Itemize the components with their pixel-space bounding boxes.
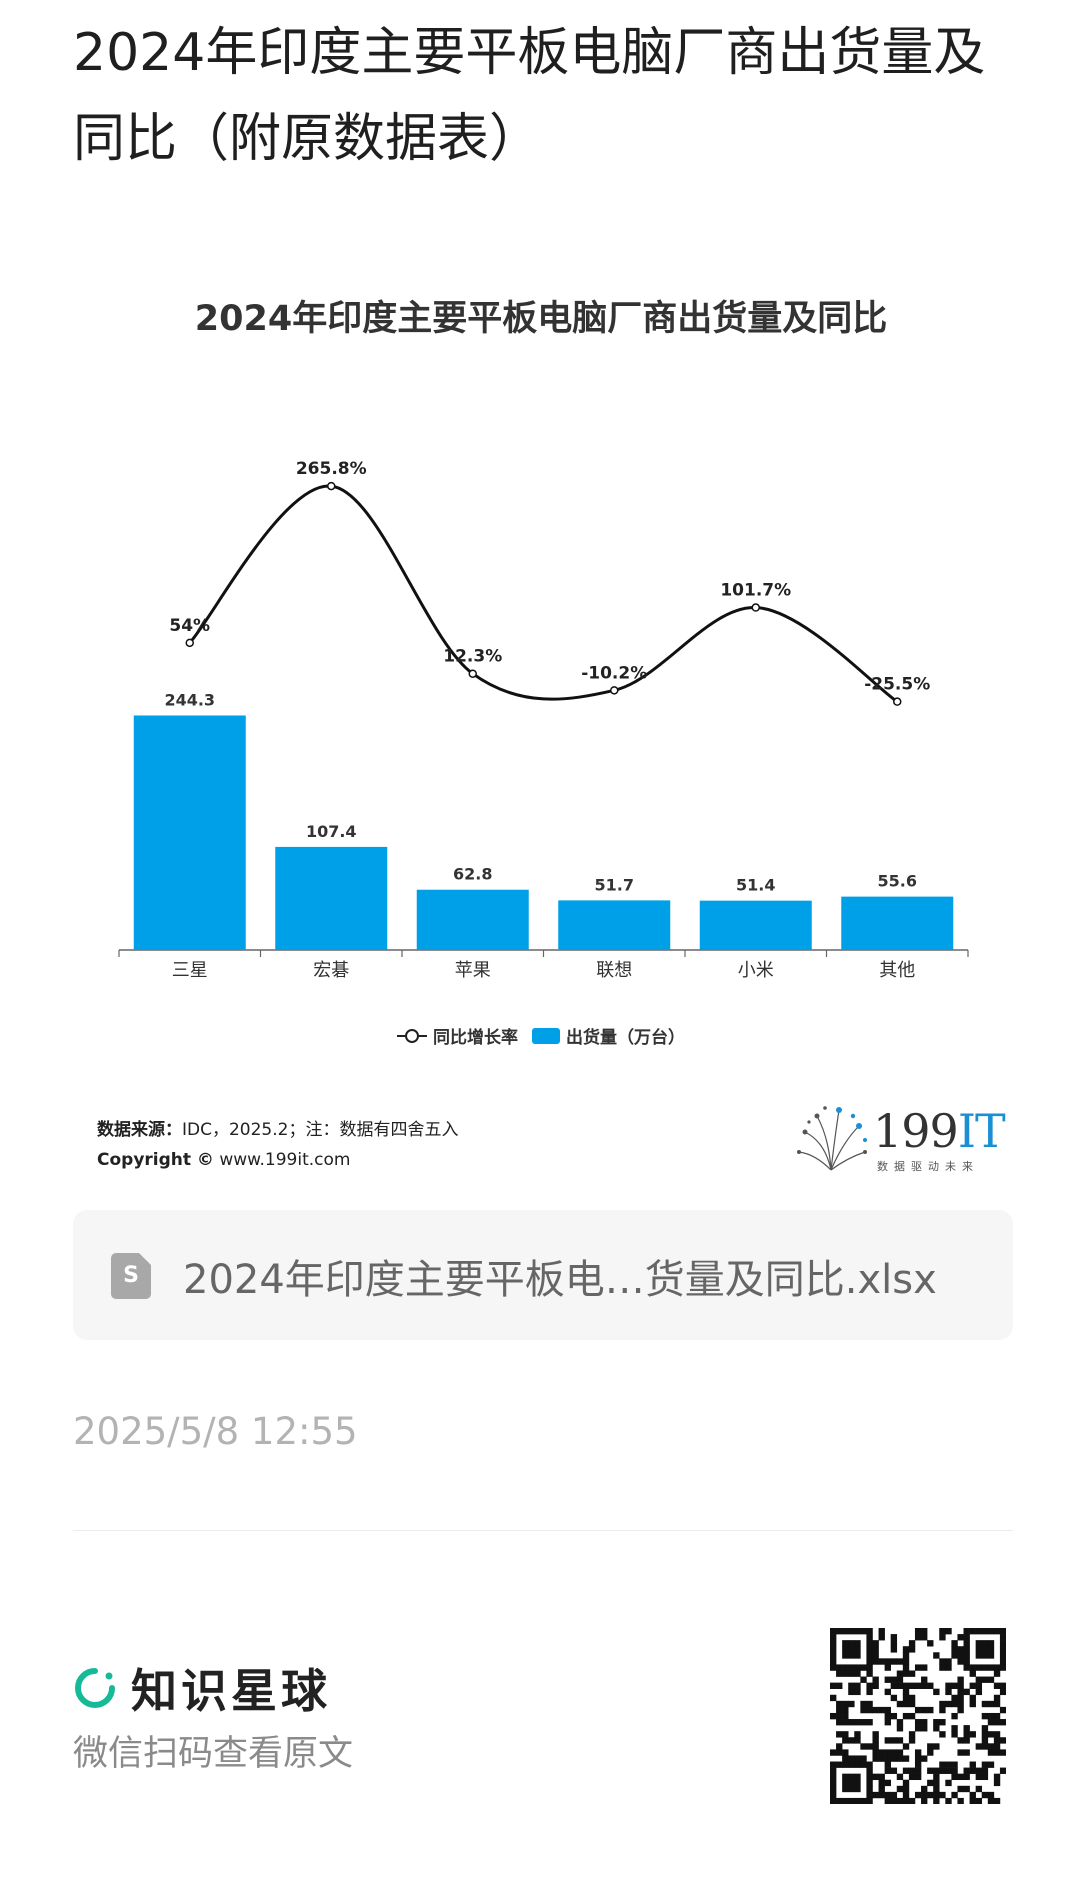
bar-6	[841, 896, 954, 950]
bar-value-label: 51.7	[595, 875, 634, 894]
legend-item-growth: 同比增长率	[397, 1023, 518, 1048]
divider	[73, 1530, 1013, 1531]
growth-value-label: 12.3%	[443, 647, 502, 667]
bar-swatch-icon	[532, 1027, 560, 1044]
legend-item-shipments: 出货量（万台）	[532, 1023, 685, 1048]
page-title: 2024年印度主要平板电脑厂商出货量及同比（附原数据表）	[73, 23, 986, 169]
bar-5	[699, 900, 812, 950]
app-name: 知识星球	[131, 1664, 331, 1718]
dandelion-icon	[797, 1106, 867, 1171]
brand-wordmark: 199IT	[873, 1104, 1006, 1158]
bar-2	[275, 846, 388, 950]
growth-point	[610, 686, 619, 695]
source-text: IDC，2025.2；注：数据有四舍五入	[182, 1120, 459, 1140]
bar-value-label: 55.6	[878, 872, 917, 891]
growth-point	[893, 697, 902, 706]
x-tick-label: 宏碁	[313, 960, 349, 981]
growth-point	[185, 638, 194, 648]
x-tick-label: 小米	[738, 960, 774, 981]
post-timestamp: 2025/5/8 12:55	[73, 1410, 358, 1453]
growth-line	[188, 484, 899, 703]
attachment-file-card[interactable]: S 2024年印度主要平板电…货量及同比.xlsx	[73, 1210, 1013, 1340]
growth-point	[327, 481, 336, 491]
bar-4	[558, 900, 671, 950]
chart-title: 2024年印度主要平板电脑厂商出货量及同比	[194, 299, 888, 339]
growth-value-label: -10.2%	[581, 663, 647, 683]
bar-value-label: 62.8	[453, 865, 492, 884]
bar-value-label: 51.4	[736, 876, 775, 895]
growth-value-label: 54%	[169, 616, 210, 636]
x-tick-label: 联想	[596, 960, 632, 981]
growth-point	[751, 603, 760, 612]
scan-hint: 微信扫码查看原文	[73, 1734, 354, 1774]
legend-label-shipments: 出货量（万台）	[566, 1028, 685, 1048]
chart-footnote: 数据来源：IDC，2025.2；注：数据有四舍五入 Copyright © ww…	[97, 1115, 458, 1175]
chart-legend: 同比增长率 出货量（万台）	[73, 1023, 1009, 1048]
bar-value-label: 244.3	[164, 690, 215, 709]
bar-1	[133, 715, 246, 950]
brand-slogan: 数据驱动未来	[877, 1160, 979, 1173]
file-name: 2024年印度主要平板电…货量及同比.xlsx	[183, 1257, 937, 1303]
bar-3	[416, 889, 529, 950]
zsxq-ring-icon	[75, 1668, 115, 1708]
199it-logo: 199IT 数据驱动未来	[795, 1100, 1006, 1178]
qr-code-icon[interactable]	[830, 1628, 1006, 1804]
line-marker-icon	[397, 1026, 427, 1046]
bar-value-label: 107.4	[306, 822, 357, 841]
copyright-label: Copyright ©	[97, 1150, 214, 1170]
source-label: 数据来源：	[97, 1120, 182, 1140]
zsxq-logo: 知识星球	[73, 1655, 331, 1721]
x-tick-label: 苹果	[455, 960, 491, 981]
copyright-url: www.199it.com	[219, 1150, 351, 1170]
chart-plot: 244.3 三星 107.4 宏碁 62.8 苹果 51.7 联想 51.4 小米 55.6 其他 54…	[118, 459, 969, 981]
growth-value-label: 265.8%	[296, 459, 367, 479]
spreadsheet-icon: S	[111, 1253, 151, 1299]
growth-point	[468, 669, 477, 678]
growth-value-label: -25.5%	[864, 675, 930, 695]
legend-label-growth: 同比增长率	[433, 1028, 518, 1048]
growth-value-label: 101.7%	[720, 581, 791, 601]
chart-card: 244.3 三星 107.4 宏碁 62.8 苹果 51.7 联想 51.4 小米 55.6 其他 54…	[73, 255, 1009, 1175]
x-tick-label: 其他	[879, 960, 915, 981]
x-tick-label: 三星	[172, 960, 208, 981]
